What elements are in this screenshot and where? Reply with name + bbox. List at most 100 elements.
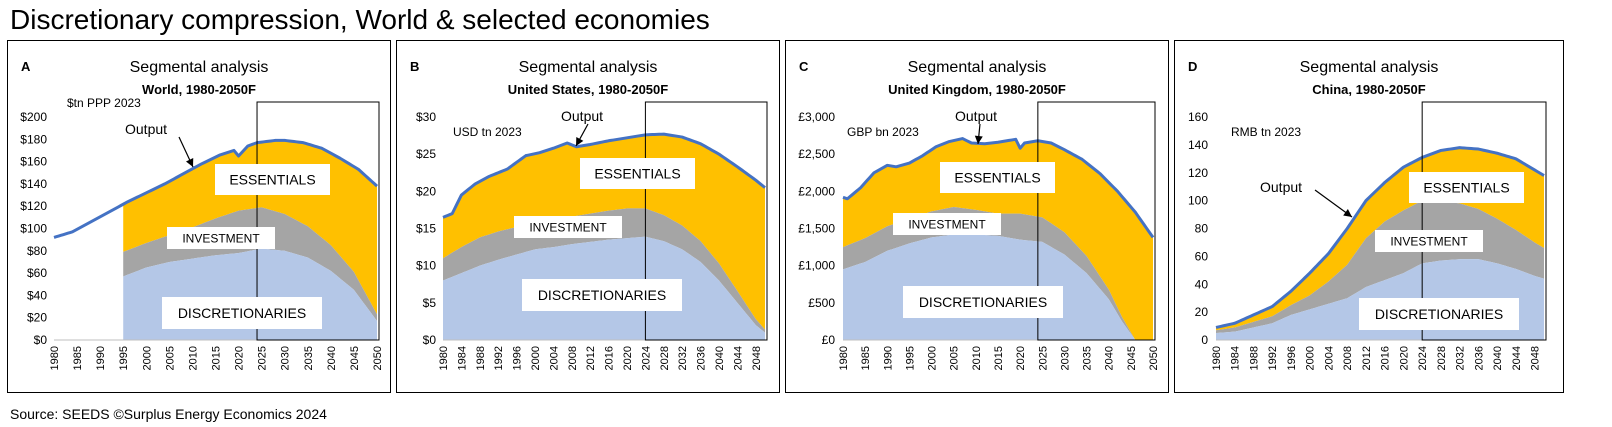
panel-b-x-tick: 2048 xyxy=(751,346,763,370)
panel-c-essentials-area xyxy=(843,138,1153,340)
panel-d-y-tick: 40 xyxy=(1195,277,1209,291)
panel-d-output-arrowhead xyxy=(1343,209,1352,217)
panel-d-x-tick: 2004 xyxy=(1323,346,1335,370)
panel-d-x-tick: 1996 xyxy=(1286,346,1298,370)
panel-c-x-tick: 1990 xyxy=(882,346,894,370)
panel-a-x-tick: 2000 xyxy=(141,346,153,370)
panel-b-x-tick: 2008 xyxy=(567,346,579,370)
panel-d-x-tick: 2020 xyxy=(1398,346,1410,370)
panel-c-letter: C xyxy=(799,59,809,74)
panel-b-discretionaries-label: DISCRETIONARIES xyxy=(538,287,666,303)
panel-c-y-tick: £1,500 xyxy=(798,222,835,236)
panel-d-output-label: Output xyxy=(1260,179,1302,195)
panel-a-chart: A Segmental analysis World, 1980-2050F$tn … xyxy=(7,40,391,393)
panel-b-y-tick: $5 xyxy=(423,296,437,310)
panel-c-output-arrowhead xyxy=(974,135,983,144)
panel-d-y-tick: 0 xyxy=(1201,333,1208,347)
panel-b-letter: B xyxy=(410,59,419,74)
panel-b-x-tick: 2004 xyxy=(548,346,560,370)
panel-b-forecast-box xyxy=(644,101,768,341)
panel-b-essentials-box xyxy=(580,158,695,189)
panel-b-investment-label: INVESTMENT xyxy=(529,220,607,234)
panel-d-title: Segmental analysis xyxy=(1300,59,1439,76)
panel-a-x-tick: 2020 xyxy=(234,346,246,370)
panel-a-essentials-label: ESSENTIALS xyxy=(229,172,315,188)
panel-d-unit-label: RMB tn 2023 xyxy=(1231,125,1301,139)
panel-a-y-tick: $160 xyxy=(20,155,47,169)
panel-c-x-tick: 1985 xyxy=(860,346,872,370)
panel-d-y-tick: 120 xyxy=(1188,166,1208,180)
panel-a-y-tick: $120 xyxy=(20,199,47,213)
panel-c-discretionaries-label: DISCRETIONARIES xyxy=(919,294,1047,310)
panel-d-x-tick: 1992 xyxy=(1267,346,1279,370)
panel-d-forecast-box xyxy=(1421,101,1547,341)
panel-c-output-label: Output xyxy=(955,108,997,124)
panel-a-letter: A xyxy=(21,59,31,74)
panel-c-y-tick: £2,500 xyxy=(798,147,835,161)
panel-a-x-tick: 1985 xyxy=(72,346,84,370)
panel-b-investment-box xyxy=(514,216,622,238)
panel-d-letter: D xyxy=(1188,59,1197,74)
panel-a-y-tick: $0 xyxy=(34,333,48,347)
panel-a-x-tick: 2025 xyxy=(257,346,269,370)
panel-c-essentials-box xyxy=(940,162,1055,193)
panel-c-x-tick: 2025 xyxy=(1037,346,1049,370)
panel-b-x-tick: 2036 xyxy=(696,346,708,370)
panel-d-x-tick: 1988 xyxy=(1248,346,1260,370)
panel-a-y-tick: $60 xyxy=(27,266,47,280)
panel-b-x-tick: 2000 xyxy=(530,346,542,370)
panel-b-investment-area xyxy=(443,208,765,333)
panel-d-investment-label: INVESTMENT xyxy=(1390,234,1468,248)
panel-c-y-tick: £1,000 xyxy=(798,259,835,273)
panel-d-y-tick: 140 xyxy=(1188,138,1208,152)
panel-b-y-tick: $15 xyxy=(416,222,436,236)
panel-b-output-label: Output xyxy=(561,108,603,124)
panel-b-x-tick: 2040 xyxy=(714,346,726,370)
panel-d-x-tick: 2012 xyxy=(1361,346,1373,370)
panel-c-x-tick: 2040 xyxy=(1104,346,1116,370)
panel-d-x-tick: 2032 xyxy=(1455,346,1467,370)
panel-a-x-tick: 2035 xyxy=(303,346,315,370)
panel-b-title: Segmental analysis xyxy=(519,59,658,76)
panel-a-x-tick: 2040 xyxy=(326,346,338,370)
panel-d-discretionaries-box xyxy=(1359,298,1519,330)
panel-b-x-tick: 1988 xyxy=(475,346,487,370)
panel-d-x-tick: 2048 xyxy=(1530,346,1542,370)
panel-a-x-tick: 2030 xyxy=(280,346,292,370)
panel-a-output-label: Output xyxy=(125,121,167,137)
panel-c-x-tick: 2020 xyxy=(1015,346,1027,370)
panel-d-discretionaries-label: DISCRETIONARIES xyxy=(1375,306,1503,322)
panel-c-subtitle: United Kingdom, 1980-2050F xyxy=(888,82,1066,97)
panel-d-chart: D Segmental analysis China, 1980-2050F RMB … xyxy=(1174,40,1564,393)
panel-b-x-tick: 1984 xyxy=(456,346,468,370)
panel-b-y-tick: $10 xyxy=(416,259,436,273)
panel-b-y-tick: $0 xyxy=(423,333,437,347)
panel-d-y-tick: 80 xyxy=(1195,222,1209,236)
panel-c-investment-area xyxy=(843,206,1153,340)
panel-a-discretionaries-label: DISCRETIONARIES xyxy=(178,305,306,321)
panel-d-investment-box xyxy=(1375,230,1483,252)
panel-d-subtitle: China, 1980-2050F xyxy=(1312,82,1426,97)
panel-c-investment-label: INVESTMENT xyxy=(908,217,986,231)
panel-a-y-tick: $80 xyxy=(27,244,47,258)
panel-d-essentials-box xyxy=(1409,172,1524,203)
panel-b-x-tick: 1992 xyxy=(493,346,505,370)
panel-a-x-tick: 2015 xyxy=(211,346,223,370)
panel-b-chart: B Segmental analysis United States, 1980-2… xyxy=(396,40,780,393)
panel-c-y-tick: £2,000 xyxy=(798,184,835,198)
panel-b-y-tick: $20 xyxy=(416,184,436,198)
panel-b-y-tick: $25 xyxy=(416,147,436,161)
panel-d-essentials-label: ESSENTIALS xyxy=(1423,180,1509,196)
panel-c-essentials-label: ESSENTIALS xyxy=(954,170,1040,186)
panel-d-x-tick: 2044 xyxy=(1511,346,1523,370)
panel-a-x-tick: 2005 xyxy=(164,346,176,370)
panel-b-output-arrowhead xyxy=(576,137,584,146)
panel-c-x-tick: 1980 xyxy=(838,346,850,370)
panel-d-y-tick: 60 xyxy=(1195,249,1209,263)
panel-b-x-tick: 1996 xyxy=(512,346,524,370)
panel-d-x-tick: 2024 xyxy=(1417,346,1429,370)
panel-a-x-tick: 1995 xyxy=(118,346,130,370)
panel-a-essentials-box xyxy=(215,164,330,195)
panel-b-essentials-label: ESSENTIALS xyxy=(594,166,680,182)
panel-c-investment-box xyxy=(893,213,1001,235)
